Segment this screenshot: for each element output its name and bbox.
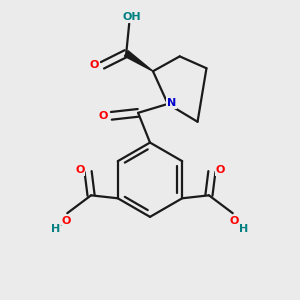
Text: ·: · bbox=[238, 222, 241, 231]
Text: O: O bbox=[89, 60, 99, 70]
Text: OH: OH bbox=[123, 12, 142, 22]
Text: N: N bbox=[167, 98, 176, 108]
Text: O: O bbox=[98, 111, 108, 121]
Text: ·: · bbox=[59, 222, 62, 231]
Text: O: O bbox=[61, 217, 70, 226]
Text: H: H bbox=[239, 224, 249, 234]
Text: O: O bbox=[75, 165, 85, 175]
Text: O: O bbox=[230, 217, 239, 226]
Polygon shape bbox=[124, 51, 153, 71]
Text: O: O bbox=[215, 165, 225, 175]
Text: H: H bbox=[51, 224, 61, 234]
